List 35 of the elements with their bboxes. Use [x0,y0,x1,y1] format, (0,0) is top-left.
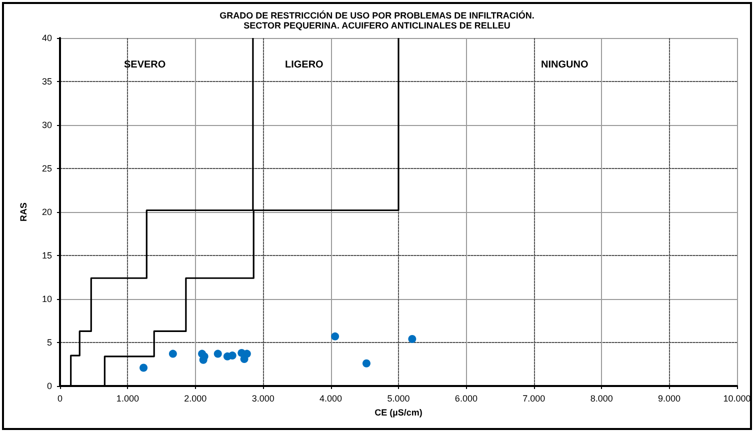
annotation: LIGERO [285,60,324,70]
annotation: NINGUNO [541,60,588,70]
point [214,350,222,358]
chart-title: GRADO DE RESTRICCIÓN DE USO POR PROBLEMAS DE INFILTRACIÓN. [220,10,534,20]
point [168,350,177,358]
x-tick-label: 3.000 [252,394,274,404]
y-tick-label: 5 [46,338,52,348]
x-tick-label: 2.000 [184,394,207,404]
point [240,355,248,364]
x-tick-label: 4.000 [320,394,342,404]
y-tick-label: 30 [42,120,52,130]
y-tick-label: 0 [46,381,52,391]
x-tick-label: 6.000 [454,394,478,404]
x-tick-label: 1.000 [116,394,139,404]
point [331,332,340,340]
x-tick-label: 9.000 [658,394,681,404]
x-tick-label: 8.000 [590,394,613,404]
y-tick-label: 15 [42,250,52,260]
point [408,335,416,344]
x-tick-label: 0 [57,394,63,404]
point [140,364,148,372]
annotation: SEVERO [124,60,166,70]
chart-subtitle: SECTOR PEQUERINA. ACUIFERO ANTICLINALES DE RELLEU [244,20,510,30]
x-tick-label: 10.000 [723,394,751,404]
y-tick-label: 20 [42,207,52,217]
x-axis-title: CE (µS/cm) [374,408,422,418]
x-tick-label: 7.000 [522,394,546,404]
y-tick-label: 25 [42,164,52,174]
y-tick-label: 10 [42,294,52,304]
y-tick-label: 35 [42,76,52,86]
x-tick-label: 5.000 [387,394,410,404]
y-axis-title: RAS [18,202,28,222]
point [362,359,370,368]
y-tick-label: 40 [42,33,52,43]
point [228,352,236,360]
